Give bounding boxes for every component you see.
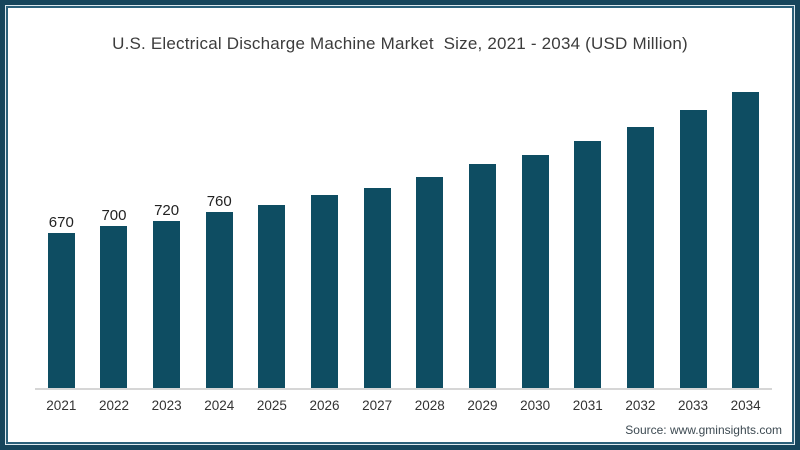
bar-column-2027 xyxy=(351,70,404,388)
x-tick-label-2027: 2027 xyxy=(362,398,393,413)
bar-column-2028 xyxy=(403,70,456,388)
chart-canvas: U.S. Electrical Discharge Machine Market… xyxy=(6,6,794,444)
bar-column-2025 xyxy=(246,70,299,388)
x-tick-label-2022: 2022 xyxy=(98,398,129,413)
bar-2030 xyxy=(521,155,549,388)
data-label-2024: 760 xyxy=(206,193,232,210)
bar-2029 xyxy=(468,164,496,388)
bar-series: 670 700 720 760 xyxy=(35,70,772,388)
bar-column-2022: 700 xyxy=(88,70,141,388)
bar-2023 xyxy=(153,221,181,388)
x-tick-label-2029: 2029 xyxy=(467,398,498,413)
x-axis-labels: 2021 2022 2023 2024 2025 2026 2027 2028 2029 2030… xyxy=(35,398,772,413)
bar-column-2034 xyxy=(719,70,772,388)
bar-2027 xyxy=(363,188,391,388)
chart-title: U.S. Electrical Discharge Machine Market… xyxy=(112,34,688,53)
x-tick-label-2025: 2025 xyxy=(256,398,287,413)
x-tick-label-2024: 2024 xyxy=(204,398,235,413)
data-label-2021: 670 xyxy=(48,214,74,231)
x-tick-label-2034: 2034 xyxy=(730,398,761,413)
x-tick-label-2030: 2030 xyxy=(520,398,551,413)
bar-column-2033 xyxy=(667,70,720,388)
bar-2033 xyxy=(679,110,707,388)
x-tick-label-2032: 2032 xyxy=(625,398,656,413)
x-tick-label-2033: 2033 xyxy=(677,398,709,413)
x-tick-label-2023: 2023 xyxy=(151,398,182,413)
x-tick-label-2031: 2031 xyxy=(572,398,603,413)
bar-column-2026 xyxy=(298,70,351,388)
bar-2028 xyxy=(416,177,444,388)
bar-column-2024: 760 xyxy=(193,70,246,388)
bar-column-2031 xyxy=(561,70,614,388)
x-tick-label-2021: 2021 xyxy=(46,398,77,413)
data-label-2023: 720 xyxy=(154,202,180,219)
bar-2024 xyxy=(205,212,233,388)
bar-2025 xyxy=(258,205,286,388)
bar-2022 xyxy=(100,226,128,388)
bar-2026 xyxy=(311,195,339,388)
bar-column-2032 xyxy=(614,70,667,388)
bar-2031 xyxy=(574,141,602,388)
bar-2021 xyxy=(47,233,75,388)
bar-column-2023: 720 xyxy=(140,70,193,388)
plot-area: 670 700 720 760 xyxy=(35,70,772,390)
data-label-2022: 700 xyxy=(101,207,127,224)
bar-2034 xyxy=(732,92,760,388)
x-tick-label-2026: 2026 xyxy=(309,398,340,413)
x-tick-label-2028: 2028 xyxy=(414,398,445,413)
bar-column-2029 xyxy=(456,70,509,388)
bar-2032 xyxy=(626,127,654,388)
bar-column-2030 xyxy=(509,70,562,388)
source-text: Source: www.gminsights.com xyxy=(625,423,782,437)
bar-column-2021: 670 xyxy=(35,70,88,388)
